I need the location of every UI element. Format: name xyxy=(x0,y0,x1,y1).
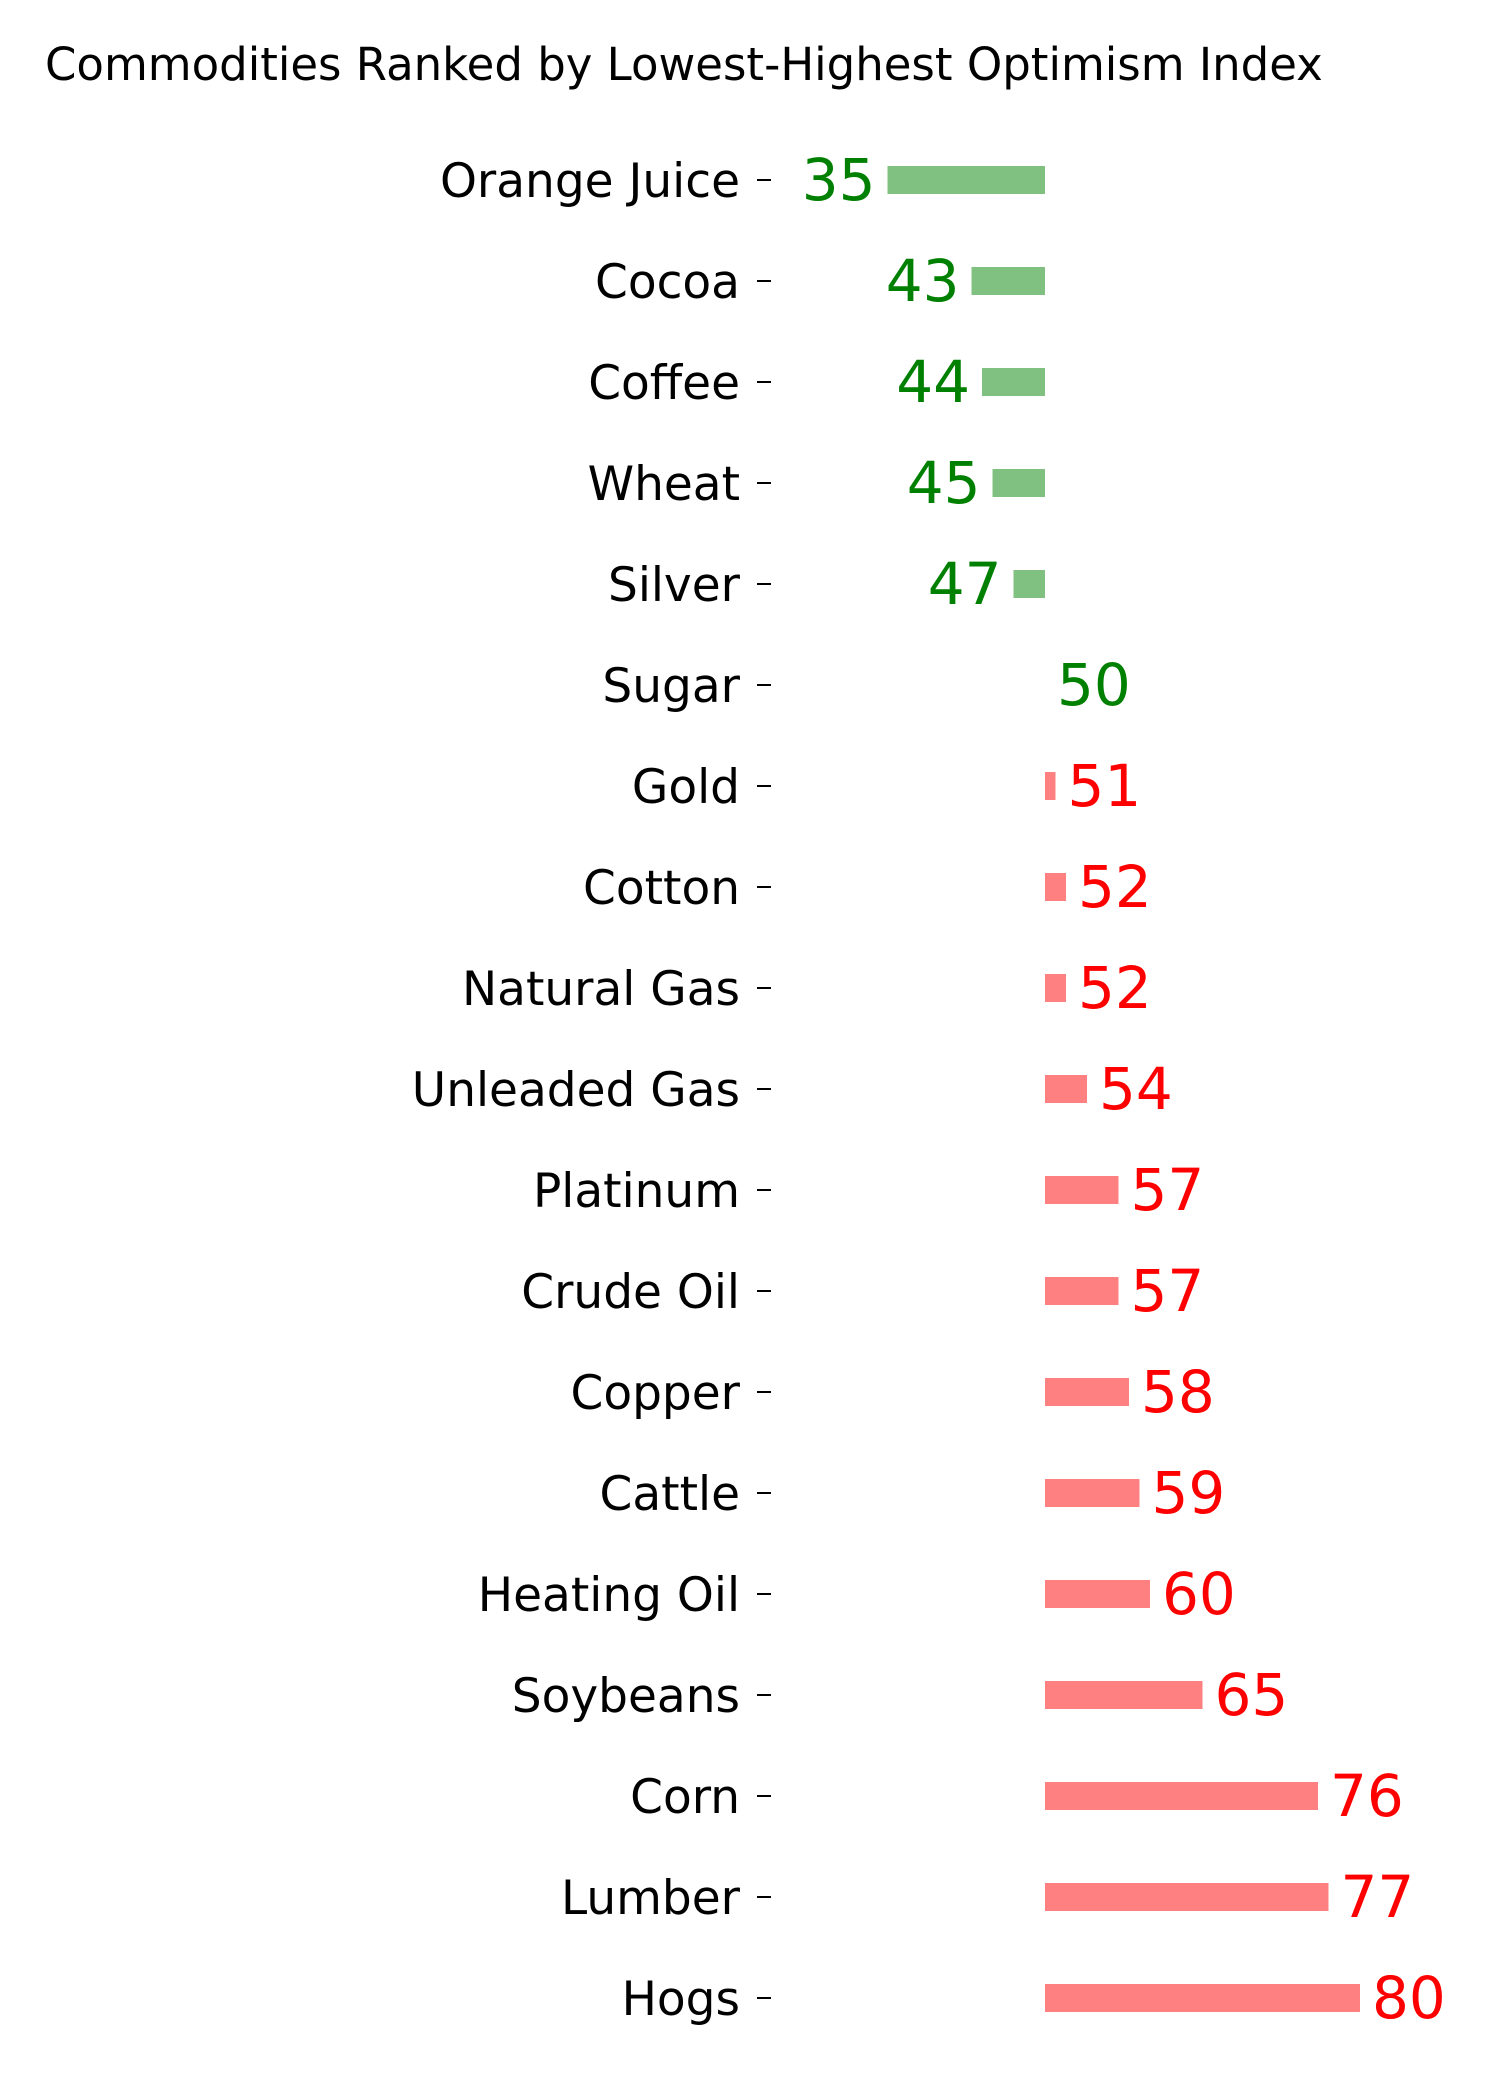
category-label: Silver xyxy=(608,558,741,613)
bar xyxy=(1045,1176,1119,1204)
bar xyxy=(1045,974,1066,1002)
category-label: Cattle xyxy=(600,1467,740,1522)
data-label: 50 xyxy=(1057,651,1131,719)
category-label: Copper xyxy=(571,1366,741,1421)
bar xyxy=(1045,1378,1129,1406)
category-label: Sugar xyxy=(602,659,740,714)
bar xyxy=(1045,772,1056,800)
category-label: Lumber xyxy=(561,1871,741,1926)
bar xyxy=(1045,1681,1203,1709)
category-label: Natural Gas xyxy=(462,962,740,1017)
category-label: Soybeans xyxy=(512,1669,740,1724)
category-label: Cocoa xyxy=(595,255,740,310)
category-label: Crude Oil xyxy=(521,1265,740,1320)
data-label: 52 xyxy=(1078,853,1152,921)
data-label: 58 xyxy=(1141,1358,1215,1426)
category-label: Platinum xyxy=(533,1164,740,1219)
data-label: 77 xyxy=(1341,1863,1415,1931)
bar xyxy=(1045,1479,1140,1507)
bar xyxy=(992,469,1045,497)
bar xyxy=(1045,1075,1087,1103)
data-label: 44 xyxy=(896,348,970,416)
data-label: 65 xyxy=(1215,1661,1289,1729)
data-label: 43 xyxy=(886,247,960,315)
data-label: 57 xyxy=(1131,1257,1205,1325)
category-label: Coffee xyxy=(588,356,740,411)
bar xyxy=(1045,1782,1318,1810)
bar xyxy=(971,267,1045,295)
data-label: 80 xyxy=(1372,1964,1446,2032)
data-label: 35 xyxy=(802,146,876,214)
chart-title: Commodities Ranked by Lowest-Highest Opt… xyxy=(45,38,1323,91)
category-label: Cotton xyxy=(583,861,740,916)
data-label: 51 xyxy=(1068,752,1142,820)
bar xyxy=(982,368,1045,396)
category-label: Heating Oil xyxy=(478,1568,740,1623)
chart-marks: Orange Juice 35 Cocoa 43 Coffee 44 Wheat 45 Silv… xyxy=(412,146,1446,2032)
bar xyxy=(1045,873,1066,901)
category-label: Wheat xyxy=(588,457,740,512)
category-label: Corn xyxy=(630,1770,740,1825)
bar xyxy=(1045,1580,1150,1608)
category-label: Orange Juice xyxy=(440,154,740,209)
data-label: 57 xyxy=(1131,1156,1205,1224)
data-label: 60 xyxy=(1162,1560,1236,1628)
bar xyxy=(1045,1883,1329,1911)
data-label: 47 xyxy=(928,550,1002,618)
data-label: 52 xyxy=(1078,954,1152,1022)
data-label: 76 xyxy=(1330,1762,1404,1830)
data-label: 59 xyxy=(1152,1459,1226,1527)
bar xyxy=(1045,1277,1119,1305)
bar xyxy=(1013,570,1045,598)
category-label: Gold xyxy=(632,760,740,815)
data-label: 54 xyxy=(1099,1055,1173,1123)
category-label: Hogs xyxy=(622,1972,740,2027)
bar xyxy=(1045,1984,1360,2012)
category-label: Unleaded Gas xyxy=(412,1063,740,1118)
bar xyxy=(887,166,1045,194)
data-label: 45 xyxy=(907,449,981,517)
